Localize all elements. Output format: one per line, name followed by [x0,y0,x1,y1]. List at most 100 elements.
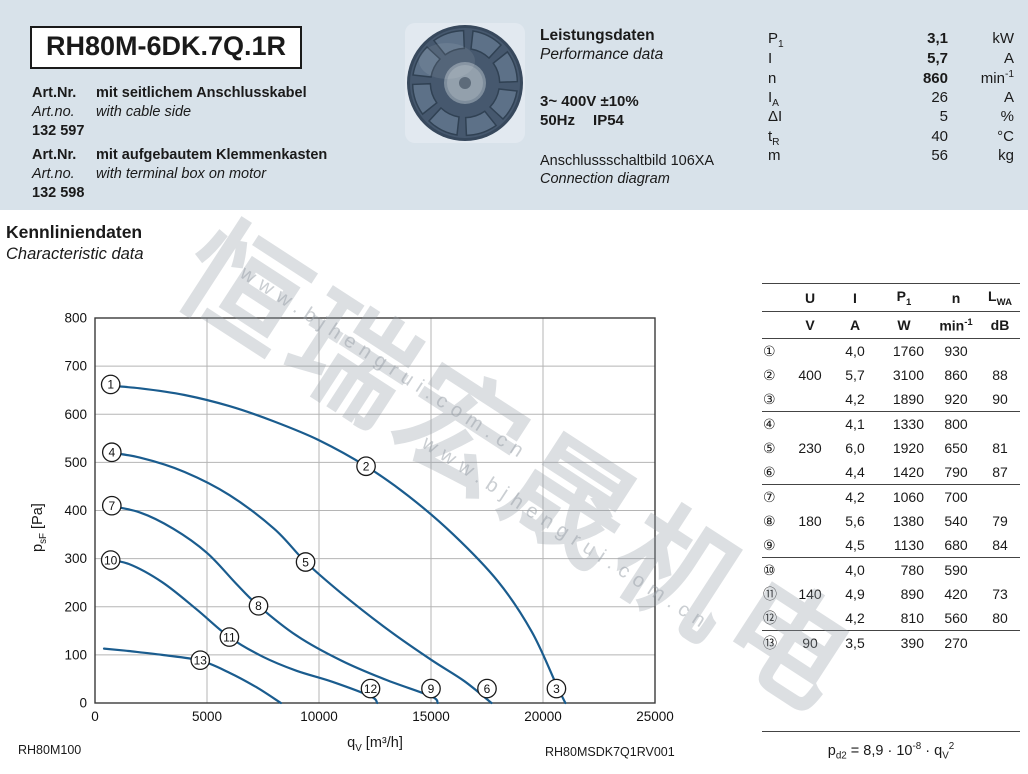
cell-n: 270 [932,630,980,655]
cell-u [786,533,834,558]
cell-lwa [980,411,1020,436]
curve-marker-5 [295,552,316,572]
x-tick-label: 10000 [300,709,338,724]
cell-i: 4,0 [834,557,876,582]
cell-num: ⑤ [763,439,776,456]
param-symbol: ΔI [768,108,783,125]
fan-product-photo [405,23,525,143]
art-label-de: Art.Nr. [32,147,77,163]
cell-num: ① [763,342,776,359]
cell-i: 4,2 [845,610,865,626]
art-desc-en: with cable side [96,104,192,120]
fan-curve-140V [102,558,379,705]
y-tick-label: 100 [64,647,87,662]
characteristic-chart: 0 5000 10000 15000 20000 25000 0 100 200 300 400 50… [64,311,674,725]
cell-lwa: 73 [992,586,1008,602]
param-row: P1 3,1 kW [768,30,1014,50]
curve-marker-7 [101,495,122,516]
curve-marker-label: 1 [107,378,114,392]
cell-p1: 780 [876,557,932,582]
y-tick-label: 600 [64,407,87,422]
column-unit: A [834,311,876,339]
art-desc-en: with terminal box on motor [96,166,267,182]
param-unit: °C [997,127,1014,145]
curve-marker-3 [546,678,567,699]
y-tick-label: 800 [64,311,87,326]
cell-u [786,557,834,582]
param-unit: A [1003,49,1014,67]
cell-num: ⑪ [763,586,777,602]
column-unit: V [786,311,834,339]
curve-marker-label: 4 [108,446,115,460]
cell-p1: 810 [900,610,924,626]
cell-i: 4,9 [845,586,865,602]
cell-lwa: 81 [992,440,1008,456]
column-header: P1 [876,283,932,312]
cell-lwa: 90 [992,391,1008,407]
param-row: IA 26 A [768,89,1014,109]
cell-num: ⑨ [763,536,776,553]
cell-lwa: 80 [992,610,1008,626]
cell-num: ③ [763,390,776,407]
curve-marker-label: 9 [428,682,435,696]
table-row: ⑫ 4,2 810 560 80 [762,606,1020,631]
article-number: 132 597 [32,123,85,139]
x-tick-label: 15000 [412,709,450,724]
cell-num: ④ [762,411,786,436]
cell-i: 4,5 [845,537,865,553]
cell-i: 4,1 [834,411,876,436]
article-block-terminal-box: Art.Nr. mit aufgebautem Klemmenkasten Ar… [32,146,327,203]
cell-u [786,484,834,509]
curve-marker-1 [100,374,121,395]
table-row: ③ 4,2 1890 920 90 [762,387,1020,412]
cell-u [786,606,834,631]
cell-p1: 3100 [892,367,924,383]
cell-u [786,460,834,485]
cell-n: 930 [944,343,968,359]
dynamic-pressure-formula: pd2 = 8,9 · 10-8 · qV2 [762,731,1020,762]
param-symbol: P1 [768,30,784,50]
y-tick-label: 300 [64,551,87,566]
table-row: ⑬ 90 3,5 390 270 [762,630,1020,655]
cell-lwa: 88 [992,367,1008,383]
column-unit [762,311,786,339]
cell-u [786,339,834,364]
cell-lwa: 79 [992,513,1008,529]
param-symbol: tR [768,127,780,148]
cell-num: ⑩ [762,557,786,582]
cell-n: 540 [944,513,968,529]
fan-hub-center [459,77,471,89]
curve-marker-13 [190,650,211,671]
table-header-row: U I P1 n LWA [762,283,1020,312]
curve-marker-label: 7 [108,499,115,513]
cell-i: 4,2 [845,391,865,407]
cell-num: ⑧ [763,512,776,529]
cell-p1: 1130 [893,537,924,553]
x-axis-label: qV [m³/h] [347,735,403,754]
cell-p1: 1380 [892,513,924,529]
curve-marker-4 [101,442,122,463]
y-axis-label: psF [Pa] [30,503,49,552]
y-tick-label: 700 [64,359,87,374]
chart-code-right: RH80MSDK7Q1RV001 [545,745,675,759]
param-row: n 860 min-1 [768,69,1014,89]
cell-p1: 1420 [892,464,924,480]
x-tick-label: 0 [91,709,99,724]
fan-blades [411,29,519,137]
article-block-cable: Art.Nr. mit seitlichem Anschlusskabel Ar… [32,84,307,141]
cell-i: 4,2 [834,484,876,509]
column-header: U [786,283,834,312]
cell-num: ⑬ [762,630,786,655]
table-row: ① 4,0 1760 930 [762,339,1020,364]
cell-num: ⑥ [763,463,776,480]
cell-i: 5,6 [845,513,865,529]
cell-p1: 1060 [876,484,932,509]
x-tick-label: 25000 [636,709,674,724]
param-row: I 5,7 A [768,50,1014,70]
art-label-en: Art.no. [32,104,75,120]
param-row: ΔI 5% [768,108,1014,128]
curve-marker-label: 8 [255,599,262,613]
table-row: ⑧ 180 5,6 1380 540 79 [762,509,1020,533]
